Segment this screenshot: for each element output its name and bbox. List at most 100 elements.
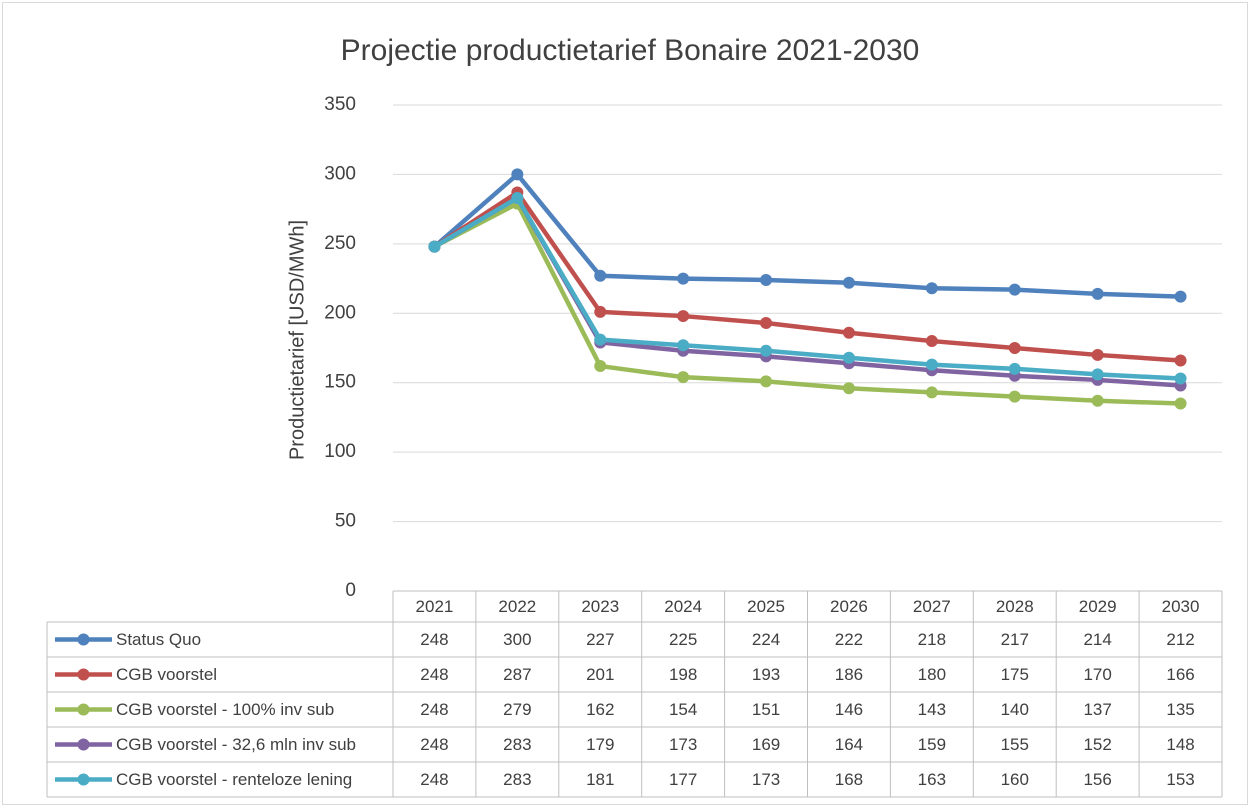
table-value: 224 bbox=[752, 630, 780, 649]
point bbox=[677, 371, 690, 384]
point bbox=[1091, 394, 1104, 407]
table-value: 162 bbox=[586, 700, 614, 719]
table-value: 283 bbox=[503, 770, 531, 789]
point bbox=[594, 269, 607, 282]
y-tick-label: 0 bbox=[345, 580, 356, 601]
point bbox=[677, 272, 690, 285]
table-value: 160 bbox=[1001, 770, 1029, 789]
point bbox=[594, 360, 607, 373]
legend-label: CGB voorstel bbox=[116, 665, 217, 684]
y-tick-label: 150 bbox=[324, 372, 356, 393]
point bbox=[925, 386, 938, 399]
y-tick-label: 50 bbox=[335, 511, 356, 532]
chart-title: Projectie productietarief Bonaire 2021-2… bbox=[341, 34, 920, 67]
table-value: 152 bbox=[1083, 735, 1111, 754]
table-value: 151 bbox=[752, 700, 780, 719]
point bbox=[1008, 390, 1021, 403]
point bbox=[1091, 287, 1104, 300]
legend-key-marker bbox=[77, 668, 90, 681]
point bbox=[677, 339, 690, 352]
table-value: 156 bbox=[1083, 770, 1111, 789]
point bbox=[842, 276, 855, 289]
y-tick-label: 250 bbox=[324, 233, 356, 254]
table-value: 248 bbox=[420, 665, 448, 684]
table-value: 279 bbox=[503, 700, 531, 719]
table-value: 180 bbox=[918, 665, 946, 684]
table-value: 148 bbox=[1166, 735, 1194, 754]
point bbox=[511, 168, 524, 181]
point bbox=[677, 310, 690, 323]
point bbox=[1008, 362, 1021, 375]
table-value: 248 bbox=[420, 735, 448, 754]
table-value: 218 bbox=[918, 630, 946, 649]
table-value: 166 bbox=[1166, 665, 1194, 684]
table-value: 135 bbox=[1166, 700, 1194, 719]
table-value: 248 bbox=[420, 770, 448, 789]
table-value: 164 bbox=[835, 735, 863, 754]
table-value: 179 bbox=[586, 735, 614, 754]
point bbox=[594, 305, 607, 318]
series-line bbox=[433, 201, 1181, 406]
table-value: 173 bbox=[669, 735, 697, 754]
point bbox=[760, 375, 773, 388]
table-value: 283 bbox=[503, 735, 531, 754]
point bbox=[925, 335, 938, 348]
legend-label: Status Quo bbox=[116, 630, 201, 649]
table-value: 214 bbox=[1083, 630, 1111, 649]
table-value: 300 bbox=[503, 630, 531, 649]
y-tick-label: 200 bbox=[324, 302, 356, 323]
table-value: 177 bbox=[669, 770, 697, 789]
table-value: 287 bbox=[503, 665, 531, 684]
y-tick-label: 300 bbox=[324, 163, 356, 184]
x-tick-label: 2026 bbox=[830, 597, 868, 616]
point bbox=[842, 326, 855, 339]
point bbox=[925, 282, 938, 295]
table-value: 193 bbox=[752, 665, 780, 684]
table-value: 181 bbox=[586, 770, 614, 789]
table-value: 217 bbox=[1001, 630, 1029, 649]
table-value: 163 bbox=[918, 770, 946, 789]
point bbox=[1174, 372, 1187, 385]
table-value: 153 bbox=[1166, 770, 1194, 789]
table-value: 198 bbox=[669, 665, 697, 684]
table-value: 159 bbox=[918, 735, 946, 754]
x-tick-label: 2030 bbox=[1162, 597, 1200, 616]
point bbox=[428, 240, 441, 253]
point bbox=[842, 382, 855, 395]
point bbox=[760, 273, 773, 286]
point bbox=[842, 351, 855, 364]
table-value: 155 bbox=[1001, 735, 1029, 754]
point bbox=[1091, 368, 1104, 381]
table-value: 146 bbox=[835, 700, 863, 719]
series-line bbox=[433, 195, 1181, 381]
table-value: 140 bbox=[1001, 700, 1029, 719]
point bbox=[511, 192, 524, 205]
legend-label: CGB voorstel - renteloze lening bbox=[116, 770, 352, 789]
table-value: 154 bbox=[669, 700, 697, 719]
legend-label: CGB voorstel - 32,6 mln inv sub bbox=[116, 735, 356, 754]
point bbox=[1091, 348, 1104, 361]
table-value: 186 bbox=[835, 665, 863, 684]
x-tick-label: 2022 bbox=[498, 597, 536, 616]
point bbox=[1174, 397, 1187, 410]
x-tick-label: 2023 bbox=[581, 597, 619, 616]
y-axis-label: Productietarief [USD/MWh] bbox=[286, 220, 308, 460]
table-value: 201 bbox=[586, 665, 614, 684]
table-value: 173 bbox=[752, 770, 780, 789]
table-value: 212 bbox=[1166, 630, 1194, 649]
point bbox=[1174, 290, 1187, 303]
y-tick-label: 350 bbox=[324, 94, 356, 115]
x-tick-label: 2021 bbox=[416, 597, 454, 616]
legend-key-marker bbox=[77, 738, 90, 751]
legend-key-marker bbox=[77, 703, 90, 716]
table-value: 222 bbox=[835, 630, 863, 649]
table-value: 175 bbox=[1001, 665, 1029, 684]
y-tick-label: 100 bbox=[324, 441, 356, 462]
table-value: 227 bbox=[586, 630, 614, 649]
point bbox=[1174, 354, 1187, 367]
x-tick-label: 2025 bbox=[747, 597, 785, 616]
table-value: 169 bbox=[752, 735, 780, 754]
x-tick-label: 2024 bbox=[664, 597, 702, 616]
point bbox=[760, 317, 773, 330]
